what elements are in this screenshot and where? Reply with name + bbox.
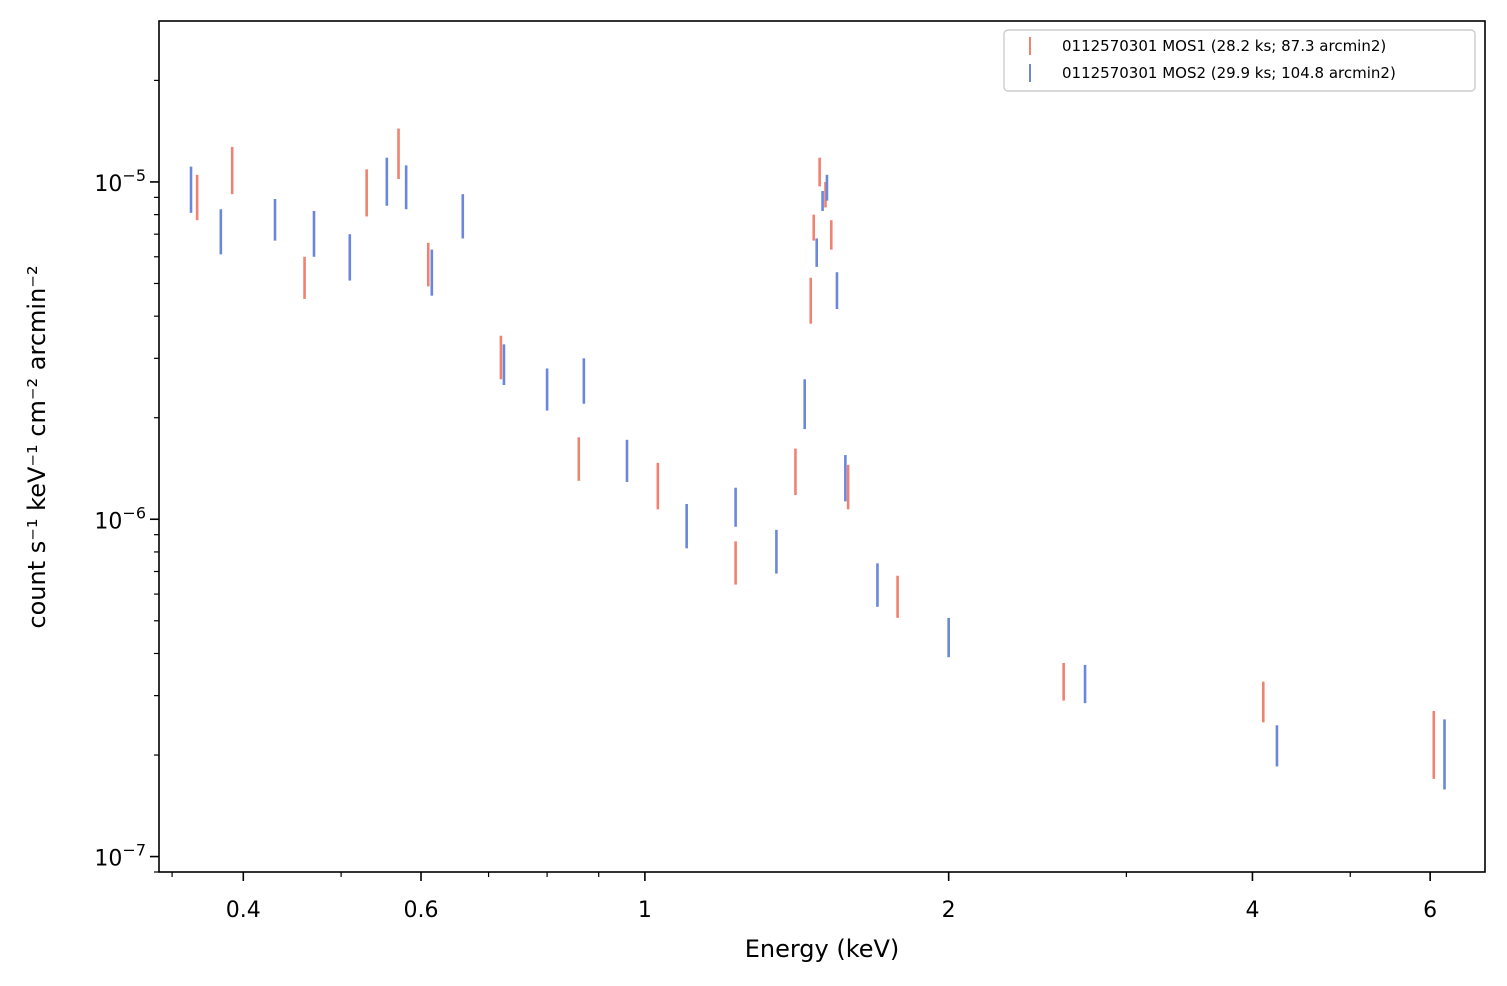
axis-ticks: 0.4 0.6 1 2 4 6 10−7 10−6 10−5 [94, 79, 1437, 923]
legend: 0112570301 MOS1 (28.2 ks; 87.3 arcmin2) 0… [1003, 29, 1476, 92]
legend-box [1003, 29, 1476, 92]
x-tick-label: 0.4 [226, 898, 261, 923]
y-tick-label: 10−7 [94, 841, 146, 872]
x-tick-label: 4 [1245, 898, 1259, 923]
y-tick-label: 10−5 [94, 166, 146, 197]
series-1 [195, 128, 1436, 779]
x-tick-label: 1 [638, 898, 652, 923]
x-tick-label: 2 [942, 898, 956, 923]
data-marks [189, 128, 1446, 790]
x-tick-label: 6 [1423, 898, 1437, 923]
series-2 [189, 157, 1446, 790]
x-axis-label: Energy (keV) [745, 935, 900, 963]
y-tick-label: 10−6 [94, 503, 146, 534]
legend-label: 0112570301 MOS1 (28.2 ks; 87.3 arcmin2) [1062, 37, 1386, 55]
legend-label: 0112570301 MOS2 (29.9 ks; 104.8 arcmin2) [1062, 64, 1396, 82]
y-axis-label: count s⁻¹ keV⁻¹ cm⁻² arcmin⁻² [23, 265, 51, 628]
x-tick-label: 0.6 [404, 898, 439, 923]
plot-frame [158, 20, 1486, 873]
